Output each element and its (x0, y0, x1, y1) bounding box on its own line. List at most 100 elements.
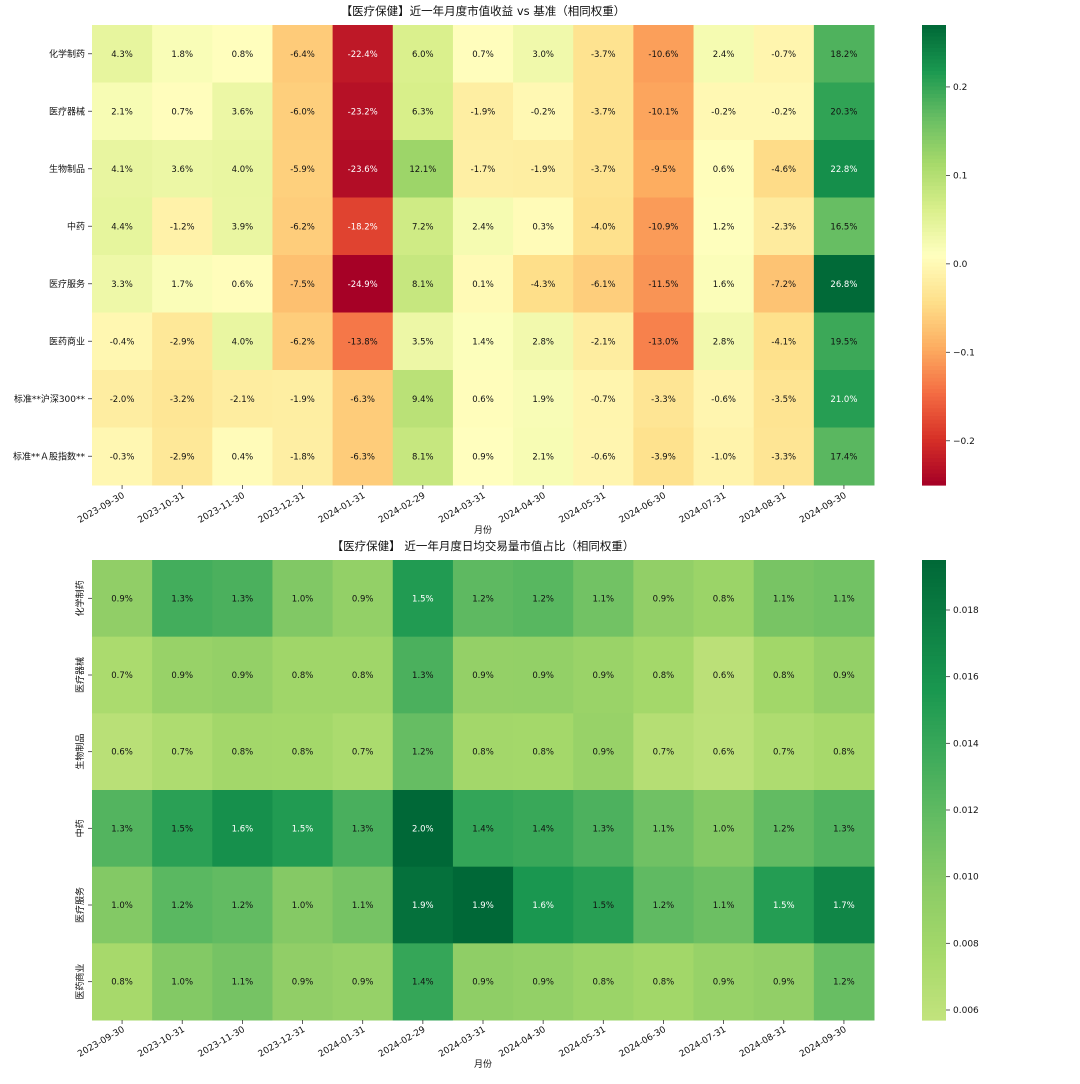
colorbar-tick-label: 0.014 (953, 739, 979, 749)
x-tick-label: 2024-04-30 (497, 491, 548, 526)
heatmap-cell (633, 866, 695, 944)
colorbar-segment (922, 621, 946, 626)
colorbar-segment (922, 189, 946, 195)
cell-value-label: 2.4% (472, 222, 494, 232)
cell-value-label: -0.6% (591, 452, 616, 462)
cell-value-label: 19.5% (830, 337, 857, 347)
cell-value-label: 8.1% (412, 452, 434, 462)
cell-value-label: 1.1% (773, 594, 795, 604)
heatmap-cell (92, 560, 153, 638)
cell-value-label: 0.9% (653, 594, 675, 604)
x-tick-label: 2024-05-31 (558, 1025, 608, 1060)
cell-value-label: 1.3% (352, 824, 374, 834)
cell-value-label: 0.1% (472, 280, 494, 290)
heatmap-cell (813, 560, 875, 638)
x-tick-label: 2024-03-31 (437, 1025, 487, 1060)
cell-value-label: 20.3% (830, 107, 857, 117)
colorbar-segment (922, 239, 946, 245)
colorbar-segment (922, 235, 946, 241)
colorbar-segment (922, 954, 946, 960)
cell-value-label: -2.9% (170, 337, 195, 347)
colorbar-segment (922, 362, 946, 367)
heatmap-cell (753, 943, 815, 1021)
heatmap-cell (633, 370, 695, 428)
colorbar-segment (922, 974, 946, 979)
colorbar-segment (922, 462, 946, 467)
heatmap-cell (573, 790, 634, 868)
y-tick-label: 标准**沪深300** (14, 393, 86, 405)
heatmap-cell (813, 713, 875, 791)
cell-value-label: 3.6% (171, 165, 193, 175)
heatmap-cell (693, 427, 755, 486)
cell-value-label: 1.4% (412, 978, 434, 988)
heatmap-cell (753, 866, 815, 944)
heatmap-cell (452, 713, 514, 791)
colorbar-segment (922, 939, 946, 944)
colorbar-segment (922, 469, 946, 475)
heatmap-cell (573, 140, 634, 198)
colorbar-segment (922, 981, 946, 987)
heatmap-cell (573, 82, 634, 141)
colorbar-segment (922, 347, 946, 352)
colorbar-segment (922, 262, 946, 268)
colorbar-segment (922, 408, 946, 413)
heatmap-cell (92, 943, 153, 1021)
cell-value-label: 0.8% (773, 671, 795, 681)
colorbar-segment (922, 109, 946, 114)
cell-value-label: -1.8% (290, 452, 315, 462)
heatmap-cell (813, 255, 875, 313)
cell-value-label: -4.0% (591, 222, 616, 232)
x-axis-label: 月份 (474, 524, 492, 536)
heatmap-cell (332, 560, 394, 638)
cell-value-label: 4.0% (232, 165, 254, 175)
y-tick-label: 医药商业 (74, 964, 86, 1000)
colorbar-segment (922, 473, 946, 478)
colorbar-segment (922, 652, 946, 657)
heatmap-cell (392, 560, 454, 638)
colorbar-segment (922, 301, 946, 306)
heatmap-cell (452, 197, 514, 256)
colorbar-segment (922, 324, 946, 329)
cell-value-label: 1.0% (713, 824, 735, 834)
heatmap-cell (212, 943, 273, 1021)
cell-value-label: 1.9% (412, 901, 434, 911)
colorbar-segment (922, 404, 946, 409)
colorbar-segment (922, 32, 946, 38)
cell-value-label: 1.3% (412, 671, 434, 681)
colorbar-segment (922, 602, 946, 607)
colorbar-segment (922, 255, 946, 260)
heatmap-cell (633, 312, 695, 371)
colorbar-tick-label: 0.018 (953, 606, 979, 616)
x-tick-label: 2024-04-30 (497, 1025, 548, 1060)
heatmap-cell (753, 312, 815, 371)
colorbar-segment (922, 609, 946, 615)
cell-value-label: 2.8% (713, 337, 735, 347)
heatmap-cell (513, 370, 574, 428)
heatmap-cell (753, 713, 815, 791)
heatmap-cell (573, 427, 634, 486)
colorbar-segment (922, 124, 946, 130)
cell-value-label: 1.5% (292, 824, 314, 834)
colorbar-segment (922, 97, 946, 103)
colorbar-segment (922, 759, 946, 764)
colorbar-segment (922, 847, 946, 852)
heatmap-cell (573, 25, 634, 83)
colorbar-segment (922, 820, 946, 826)
heatmap-cell (92, 636, 153, 714)
colorbar-tick-label: 0.016 (953, 673, 979, 683)
colorbar-segment (922, 446, 946, 452)
colorbar-segment (922, 209, 946, 214)
cell-value-label: 1.2% (412, 748, 434, 758)
cell-value-label: 17.4% (830, 452, 857, 462)
colorbar-segment (922, 786, 946, 791)
colorbar-segment (922, 951, 946, 956)
colorbar-segment (922, 373, 946, 379)
heatmap-cell (693, 560, 755, 638)
cell-value-label: -0.2% (771, 107, 796, 117)
cell-value-label: 1.2% (232, 901, 254, 911)
colorbar-segment (922, 182, 946, 187)
heatmap-cell (573, 713, 634, 791)
colorbar-segment (922, 893, 946, 898)
heatmap-cell (392, 140, 454, 198)
colorbar-segment (922, 882, 946, 887)
